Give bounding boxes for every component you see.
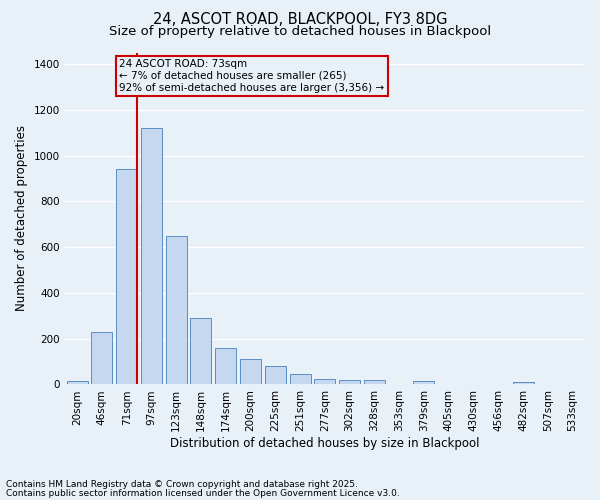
Bar bbox=[67, 381, 88, 384]
Bar bbox=[215, 348, 236, 385]
Bar bbox=[265, 366, 286, 384]
Text: 24 ASCOT ROAD: 73sqm
← 7% of detached houses are smaller (265)
92% of semi-detac: 24 ASCOT ROAD: 73sqm ← 7% of detached ho… bbox=[119, 60, 385, 92]
Bar bbox=[141, 128, 162, 384]
Bar bbox=[314, 378, 335, 384]
Bar bbox=[91, 332, 112, 384]
Bar bbox=[190, 318, 211, 384]
Bar bbox=[116, 170, 137, 384]
Bar bbox=[166, 236, 187, 384]
Text: Contains HM Land Registry data © Crown copyright and database right 2025.: Contains HM Land Registry data © Crown c… bbox=[6, 480, 358, 489]
Text: 24, ASCOT ROAD, BLACKPOOL, FY3 8DG: 24, ASCOT ROAD, BLACKPOOL, FY3 8DG bbox=[153, 12, 447, 28]
Bar bbox=[512, 382, 533, 384]
Bar bbox=[413, 381, 434, 384]
Bar bbox=[290, 374, 311, 384]
Text: Size of property relative to detached houses in Blackpool: Size of property relative to detached ho… bbox=[109, 25, 491, 38]
Bar bbox=[364, 380, 385, 384]
Bar bbox=[240, 360, 261, 384]
X-axis label: Distribution of detached houses by size in Blackpool: Distribution of detached houses by size … bbox=[170, 437, 479, 450]
Y-axis label: Number of detached properties: Number of detached properties bbox=[15, 126, 28, 312]
Bar bbox=[339, 380, 360, 384]
Text: Contains public sector information licensed under the Open Government Licence v3: Contains public sector information licen… bbox=[6, 489, 400, 498]
